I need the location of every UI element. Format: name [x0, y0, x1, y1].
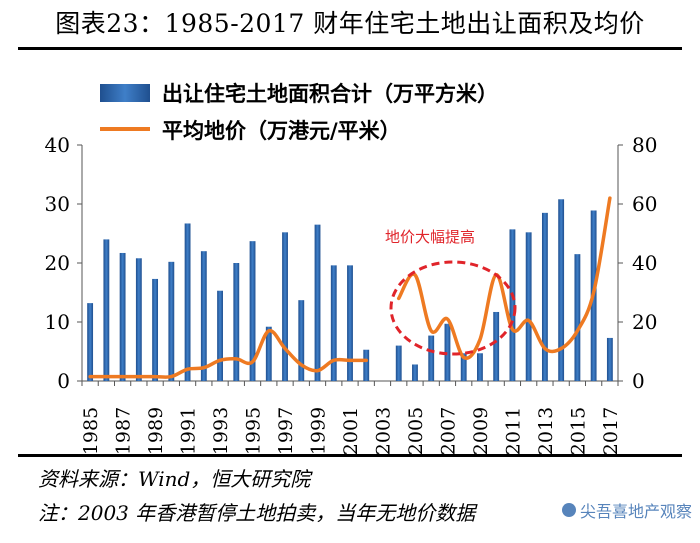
watermark-text: 尖吾喜地产观察	[579, 502, 692, 521]
x-tick-label: 2015	[567, 407, 589, 455]
footer-rule	[18, 454, 682, 457]
bar	[217, 290, 223, 381]
bar	[330, 265, 337, 381]
bar	[460, 353, 467, 381]
bar	[574, 254, 581, 381]
bar	[265, 326, 272, 381]
bar	[135, 258, 142, 381]
source-text: 资料来源：Wind，恒大研究院	[38, 467, 311, 491]
x-tick-label: 2017	[600, 407, 622, 455]
x-tick-label: 2005	[405, 407, 427, 455]
bar	[541, 212, 548, 381]
x-tick-label: 1999	[308, 407, 330, 455]
x-tick-label: 1993	[210, 407, 232, 455]
bar	[152, 278, 159, 381]
legend-line-label: 平均地价（万港元/平米）	[162, 119, 401, 143]
bar	[363, 349, 370, 381]
x-tick-label: 2009	[470, 407, 492, 455]
x-tick-label: 1995	[243, 407, 265, 455]
series-line	[88, 328, 368, 379]
note-text: 注：2003 年香港暂停土地拍卖，当年无地价数据	[38, 501, 476, 525]
bar	[298, 300, 305, 381]
chart-title: 图表23：1985-2017 财年住宅土地出让面积及均价	[55, 9, 645, 38]
highlight-ellipse	[389, 260, 517, 356]
y-right-tick-label: 20	[632, 310, 657, 334]
title-rule	[18, 47, 682, 50]
bar	[412, 364, 418, 381]
bar	[444, 323, 451, 381]
chart-area: 出让住宅土地面积合计（万平方米） 平均地价（万港元/平米） 0 10 20 30 40 0 20…	[0, 50, 700, 470]
x-tick-label: 1997	[275, 407, 297, 455]
y-left-tick-label: 10	[45, 310, 70, 334]
bar	[87, 303, 94, 381]
x-tick-label: 2003	[372, 407, 394, 455]
bar	[168, 261, 175, 381]
x-tick-label: 1987	[113, 407, 135, 455]
y-left-tick-label: 30	[45, 192, 70, 216]
y-right-tick-label: 80	[632, 133, 657, 157]
x-tick-label: 1991	[178, 407, 200, 455]
series-line	[396, 196, 612, 360]
bar	[119, 252, 126, 381]
bar	[477, 353, 483, 381]
footer: 资料来源：Wind，恒大研究院 注：2003 年香港暂停土地拍卖，当年无地价数据…	[0, 448, 700, 543]
chart-svg: 出让住宅土地面积合计（万平方米） 平均地价（万港元/平米） 0 10 20 30 40 0 20…	[45, 82, 658, 455]
bar	[200, 251, 207, 381]
y-left-tick-label: 0	[57, 369, 70, 393]
bar	[103, 239, 110, 381]
y-right-tick-label: 0	[632, 369, 645, 393]
bar	[428, 335, 435, 381]
x-tick-label: 1985	[80, 407, 102, 455]
x-tick-label: 2001	[340, 407, 362, 455]
bar	[314, 224, 321, 381]
bar	[493, 311, 500, 381]
x-tick-label: 2007	[437, 407, 459, 455]
x-tick-label: 1989	[145, 407, 167, 455]
bar	[249, 241, 256, 381]
legend-bar-swatch	[100, 84, 150, 102]
legend-bar-label: 出让住宅土地面积合计（万平方米）	[162, 82, 498, 106]
y-right-tick-label: 40	[632, 251, 657, 275]
bar	[184, 223, 191, 381]
y-right-tick-label: 60	[632, 192, 657, 216]
x-tick-label: 2011	[502, 407, 524, 455]
bar	[558, 199, 565, 381]
bar	[509, 229, 516, 381]
bar	[282, 232, 288, 381]
bar	[233, 263, 240, 381]
bar	[347, 265, 353, 381]
watermark: 尖吾喜地产观察	[561, 498, 692, 522]
annotation-text: 地价大幅提高	[385, 228, 475, 246]
bar	[395, 345, 402, 381]
x-tick-label: 2013	[535, 407, 557, 455]
wechat-icon	[561, 503, 576, 517]
y-left-tick-label: 20	[45, 251, 70, 275]
bar	[606, 337, 613, 381]
y-left-tick-label: 40	[45, 133, 70, 157]
bar	[525, 232, 532, 381]
